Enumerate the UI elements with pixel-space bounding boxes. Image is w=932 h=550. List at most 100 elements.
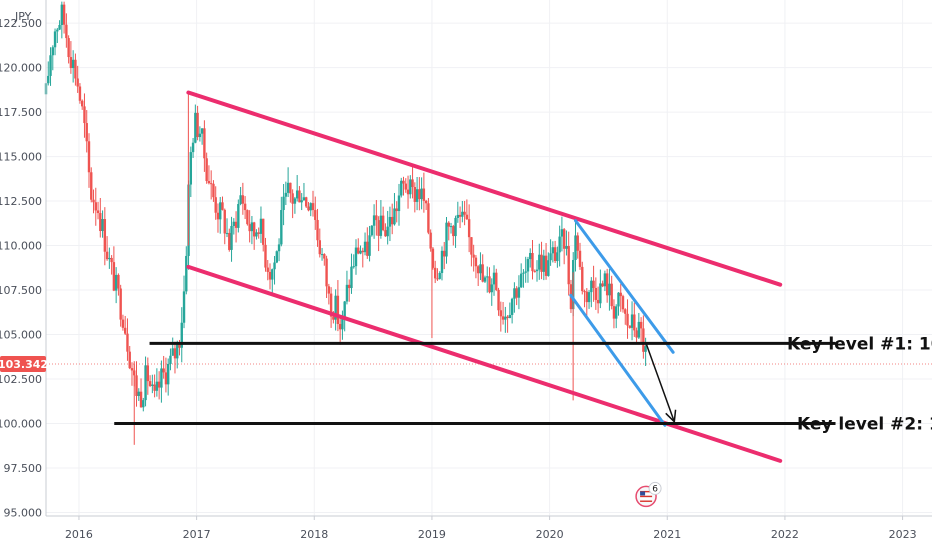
candle-body <box>300 200 303 203</box>
x-tick-label: 2018 <box>300 528 328 541</box>
candle-body <box>612 306 616 319</box>
candle-body <box>262 218 265 245</box>
x-tick-label: 2022 <box>771 528 799 541</box>
events-count: 6 <box>652 484 658 494</box>
candle-body <box>246 210 249 225</box>
candle-body <box>252 222 256 237</box>
candle-body <box>103 219 107 252</box>
candle-body <box>486 276 489 278</box>
candle-body <box>492 272 496 285</box>
candle-body <box>463 211 466 215</box>
candle-body <box>155 381 159 391</box>
candle-body <box>519 273 523 288</box>
candle-body <box>266 267 269 272</box>
candle-body <box>388 216 392 227</box>
candle-body <box>418 189 421 200</box>
candle-body <box>280 210 283 245</box>
candle-body <box>87 141 91 173</box>
candle-body <box>515 288 518 298</box>
candle-body <box>617 292 620 307</box>
candle-body <box>137 391 140 396</box>
candle-body <box>409 179 412 195</box>
candle-body <box>142 400 145 408</box>
candle-body <box>381 215 385 231</box>
candle-body <box>377 220 380 236</box>
candle-body <box>60 4 64 25</box>
candle-body <box>336 295 340 324</box>
candle-body <box>524 271 527 273</box>
economic-events-badge[interactable]: 6 <box>635 481 662 508</box>
candle-body <box>372 215 376 226</box>
y-tick-label: 102.500 <box>0 373 42 386</box>
candle-body <box>533 271 536 273</box>
candle-body <box>386 226 389 237</box>
candle-body <box>334 295 337 320</box>
key-level-annotation: Key level #1: 104.5 <box>787 334 932 354</box>
candle-body <box>431 248 435 268</box>
candle-body <box>370 225 374 236</box>
channel-line-upper <box>186 90 783 287</box>
x-tick-label: 2017 <box>183 528 211 541</box>
candle-body <box>436 278 439 280</box>
candle-body <box>438 273 441 279</box>
axes: JPY <box>14 0 932 517</box>
candle-body <box>605 273 609 296</box>
candle-body <box>350 266 353 289</box>
candle-body <box>101 219 104 232</box>
candle-body <box>506 316 509 318</box>
candle-body <box>329 293 333 317</box>
candle-body <box>241 195 245 204</box>
candle-body <box>551 247 555 254</box>
y-tick-label: 107.500 <box>0 284 42 297</box>
candles-layer <box>44 1 647 445</box>
candle-body <box>307 206 310 211</box>
candle-body <box>458 214 462 217</box>
candle-body <box>74 59 77 79</box>
candle-body <box>76 78 79 87</box>
drawing-overlays <box>114 90 836 463</box>
y-tick-label: 100.000 <box>0 417 42 430</box>
candle-body <box>239 195 242 205</box>
candle-body <box>169 355 172 364</box>
candle-body <box>309 203 312 211</box>
candle-body <box>180 322 183 348</box>
candle-body <box>78 86 82 101</box>
candle-body <box>510 298 514 315</box>
candle-body <box>343 301 346 317</box>
candle-body <box>268 271 272 280</box>
candle-body <box>567 246 570 285</box>
candle-body <box>289 182 292 194</box>
candle-body <box>90 172 93 200</box>
candle-body <box>225 232 229 234</box>
candle-body <box>99 213 102 232</box>
candle-body <box>117 274 120 289</box>
candle-body <box>594 287 598 300</box>
candle-body <box>338 323 342 330</box>
candle-body <box>599 283 602 304</box>
candle-body <box>209 183 213 185</box>
candle-body <box>633 314 636 331</box>
candle-body <box>467 219 471 238</box>
x-tick-label: 2019 <box>418 528 446 541</box>
candle-body <box>320 254 324 256</box>
current-price-tag[interactable]: 103.342 <box>0 356 48 373</box>
candle-body <box>123 327 127 334</box>
candle-body <box>413 187 417 202</box>
candle-body <box>67 38 70 58</box>
candle-body <box>219 202 222 220</box>
candle-body <box>162 368 165 373</box>
candle-body <box>305 197 308 207</box>
candle-body <box>415 189 419 202</box>
candle-body <box>499 310 503 317</box>
candle-body <box>108 257 111 260</box>
candle-body <box>630 314 634 328</box>
candle-body <box>176 342 179 359</box>
candle-body <box>146 365 150 382</box>
candle-body <box>574 235 577 260</box>
candle-body <box>504 316 507 320</box>
candle-body <box>522 272 525 274</box>
candle-body <box>94 202 97 211</box>
candle-body <box>454 217 457 237</box>
candle-body <box>286 182 290 193</box>
candle-body <box>635 330 638 338</box>
